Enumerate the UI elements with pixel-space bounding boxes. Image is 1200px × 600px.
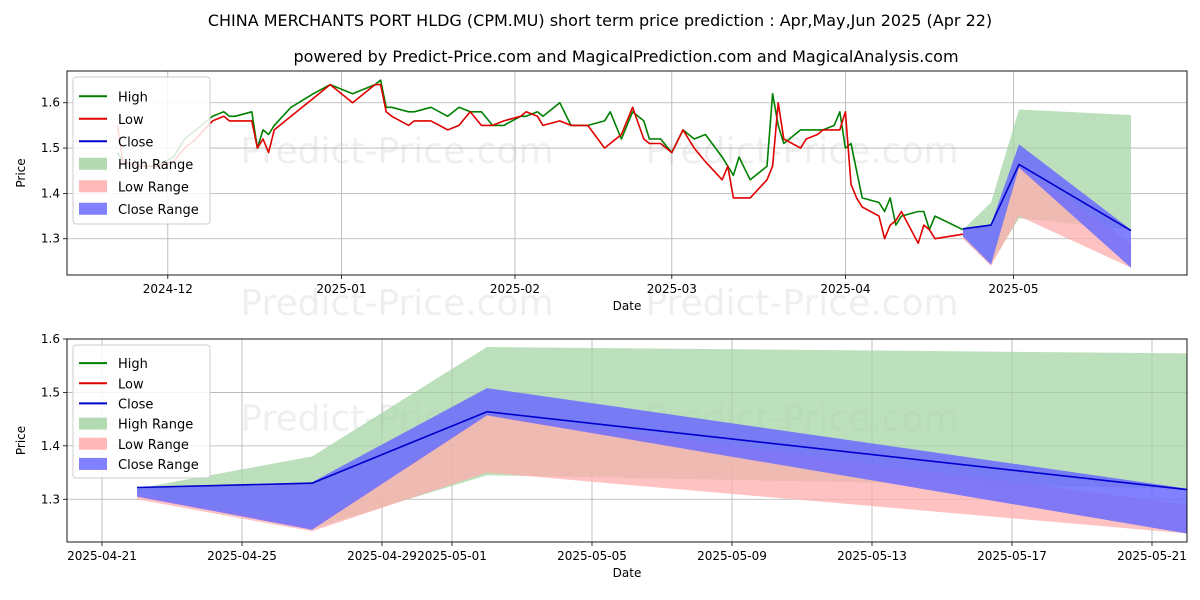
x-tick-label: 2025-05 bbox=[988, 282, 1038, 296]
low-range-band bbox=[963, 166, 1131, 268]
x-tick-label: 2025-01 bbox=[316, 282, 366, 296]
y-tick-label: 1.5 bbox=[41, 141, 60, 155]
legend-swatch bbox=[79, 417, 107, 430]
legend-swatch bbox=[79, 437, 107, 450]
x-tick-label: 2025-02 bbox=[490, 282, 540, 296]
x-tick-label: 2025-05-17 bbox=[977, 549, 1047, 563]
y-tick-label: 1.6 bbox=[41, 332, 60, 346]
x-tick-label: 2025-05-09 bbox=[697, 549, 767, 563]
x-tick-label: 2025-04-29 bbox=[347, 549, 417, 563]
legend-label: Low bbox=[118, 113, 144, 128]
x-tick-label: 2025-05-01 bbox=[417, 549, 487, 563]
x-tick-label: 2025-05-13 bbox=[837, 549, 907, 563]
legend-label: Low Range bbox=[118, 180, 189, 195]
legend-label: High Range bbox=[118, 158, 193, 173]
y-tick-label: 1.6 bbox=[41, 96, 60, 110]
x-tick-label: 2024-12 bbox=[143, 282, 193, 296]
legend-label: Close Range bbox=[118, 203, 199, 218]
low-range-band bbox=[137, 413, 1187, 534]
chart-title: CHINA MERCHANTS PORT HLDG (CPM.MU) short… bbox=[208, 11, 992, 30]
legend-label: Close bbox=[118, 135, 153, 150]
legend-swatch bbox=[79, 202, 107, 215]
close-range-band bbox=[963, 144, 1131, 268]
legend-box bbox=[72, 344, 211, 479]
y-tick-label: 1.4 bbox=[41, 439, 60, 453]
top-panel: Predict-Price.com Predict-Price.com Predic… bbox=[14, 70, 1188, 324]
legend-box bbox=[72, 76, 211, 225]
legend-swatch bbox=[79, 457, 107, 470]
x-tick-label: 2025-03 bbox=[647, 282, 697, 296]
axes-frame bbox=[66, 70, 1188, 276]
legend-label: High bbox=[118, 357, 148, 372]
chart-subtitle: powered by Predict-Price.com and Magical… bbox=[293, 47, 958, 66]
x-tick-label: 2025-05-05 bbox=[557, 549, 627, 563]
x-axis-title: Date bbox=[613, 299, 642, 313]
x-tick-label: 2025-04 bbox=[820, 282, 870, 296]
y-tick-label: 1.3 bbox=[41, 232, 60, 246]
y-axis-title: Price bbox=[14, 158, 28, 187]
y-tick-label: 1.5 bbox=[41, 385, 60, 399]
legend-label: High Range bbox=[118, 418, 193, 433]
y-axis-title: Price bbox=[14, 426, 28, 455]
watermark-text: Predict-Price.com bbox=[240, 131, 553, 172]
legend-label: Close Range bbox=[118, 458, 199, 473]
legend-swatch bbox=[79, 180, 107, 193]
x-axis-title: Date bbox=[613, 566, 642, 580]
watermark-text: Predict-Price.com bbox=[240, 283, 553, 324]
x-tick-label: 2025-04-25 bbox=[207, 549, 277, 563]
close-line bbox=[136, 410, 1187, 491]
plot-area bbox=[116, 79, 1132, 268]
plot-area bbox=[136, 347, 1187, 534]
close-range-band bbox=[137, 388, 1187, 534]
bottom-panel: Predict-Price.comPredict-Price.com2025-0… bbox=[14, 332, 1188, 580]
legend-label: Low bbox=[118, 377, 144, 392]
x-tick-label: 2025-04-21 bbox=[67, 549, 137, 563]
watermark-text: Predict-Price.com bbox=[645, 283, 958, 324]
y-tick-label: 1.4 bbox=[41, 186, 60, 200]
legend-label: Low Range bbox=[118, 438, 189, 453]
legend-swatch bbox=[79, 157, 107, 170]
low-line bbox=[116, 83, 964, 245]
axes-frame bbox=[66, 338, 1188, 543]
close-line bbox=[962, 163, 1132, 232]
legend-label: Close bbox=[118, 397, 153, 412]
legend-label: High bbox=[118, 90, 148, 105]
x-tick-label: 2025-05-21 bbox=[1117, 549, 1187, 563]
y-tick-label: 1.3 bbox=[41, 492, 60, 506]
